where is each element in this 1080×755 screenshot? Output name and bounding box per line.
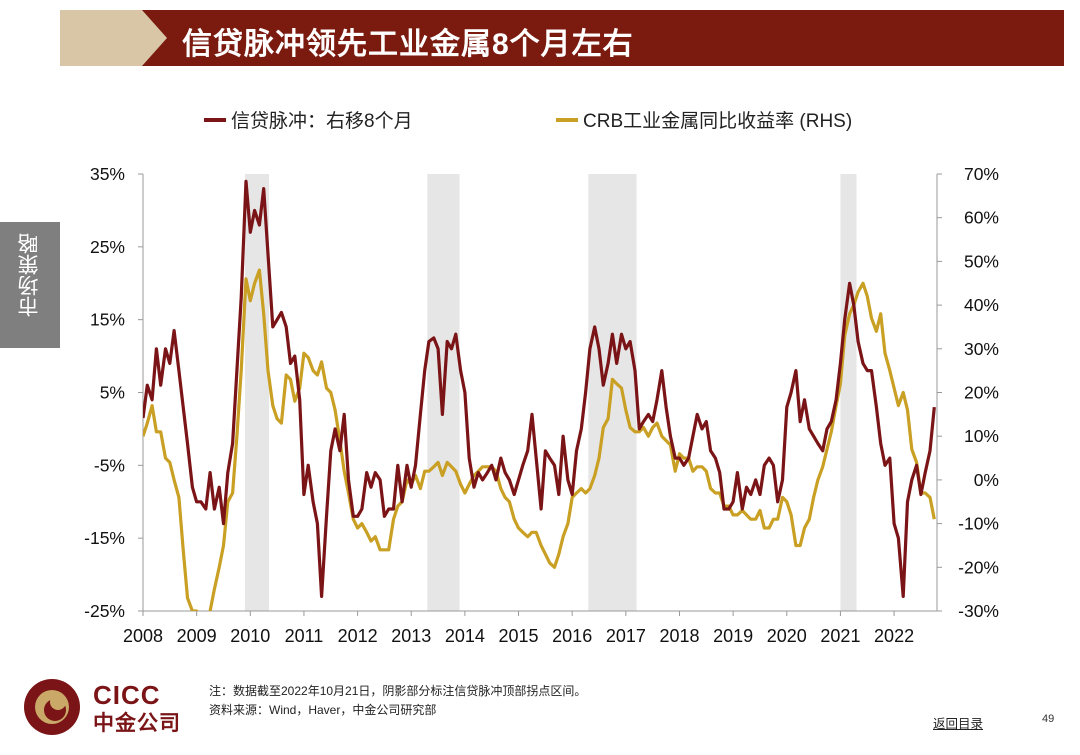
logo-wordmark-cn: 中金公司 [93, 712, 181, 735]
back-to-contents-link[interactable]: 返回目录 [933, 717, 984, 731]
legend-label-credit: 信贷脉冲：右移8个月 [231, 110, 413, 132]
footnotes: 注：数据截至2022年10月21日，阴影部分标注信贷脉冲顶部拐点区间。 资料来源… [209, 682, 586, 720]
x-tick-label: 2012 [338, 626, 378, 646]
logo-gap [50, 694, 66, 710]
right-tick-label: 50% [964, 251, 999, 271]
left-tick-label: 5% [100, 383, 125, 403]
x-tick-label: 2014 [445, 626, 485, 646]
right-tick-label: 40% [964, 295, 999, 315]
x-tick-label: 2010 [230, 626, 270, 646]
footnote-line: 注：数据截至2022年10月21日，阴影部分标注信贷脉冲顶部拐点区间。 [209, 684, 587, 698]
title-bar [60, 10, 1064, 66]
left-tick-label: -5% [94, 455, 125, 475]
left-tick-label: 15% [90, 310, 125, 330]
credit-pulse-line [143, 179, 936, 598]
right-tick-label: -30% [958, 601, 999, 621]
x-tick-label: 2017 [606, 626, 646, 646]
x-tick-label: 2019 [713, 626, 753, 646]
x-tick-label: 2013 [391, 626, 431, 646]
right-tick-label: 20% [964, 383, 999, 403]
cicc-logo [24, 679, 80, 735]
x-tick-label: 2015 [499, 626, 539, 646]
right-tick-label: -10% [958, 514, 999, 534]
right-tick-label: 0% [974, 470, 999, 490]
right-tick-label: 60% [964, 208, 999, 228]
right-tick-label: 30% [964, 339, 999, 359]
page-title: 信贷脉冲领先工业金属8个月左右 [182, 28, 634, 61]
x-tick-label: 2016 [552, 626, 592, 646]
right-tick-label: -20% [958, 557, 999, 577]
shaded-region [840, 174, 857, 611]
title-band [142, 10, 1064, 66]
left-tick-label: -15% [84, 528, 125, 548]
x-tick-label: 2009 [177, 626, 217, 646]
x-tick-label: 2021 [820, 626, 860, 646]
page-number: 49 [1042, 713, 1055, 725]
logo-wordmark-en: CICC [93, 680, 161, 710]
right-tick-label: 70% [964, 164, 999, 184]
legend-label-metal: CRB工业金属同比收益率 (RHS) [583, 110, 852, 132]
footnote-source: 资料来源：Wind，Haver，中金公司研究部 [209, 703, 437, 717]
shaded-region [244, 174, 270, 611]
x-tick-label: 2020 [767, 626, 807, 646]
left-tick-label: 25% [90, 237, 125, 257]
side-tab[interactable] [0, 222, 60, 348]
x-tick-label: 2022 [874, 626, 914, 646]
title-arrow [60, 10, 169, 66]
x-tick-label: 2008 [123, 626, 163, 646]
left-tick-label: -25% [84, 601, 125, 621]
chart: 35% 25% 15% 5% -5% -15% -25% 70% 60% 50% 40% 30% 20%… [84, 110, 999, 646]
x-tick-label: 2011 [285, 626, 324, 646]
left-tick-label: 35% [90, 164, 125, 184]
crb-metal-line [143, 268, 936, 611]
right-tick-label: 10% [964, 426, 999, 446]
x-tick-label: 2018 [659, 626, 699, 646]
